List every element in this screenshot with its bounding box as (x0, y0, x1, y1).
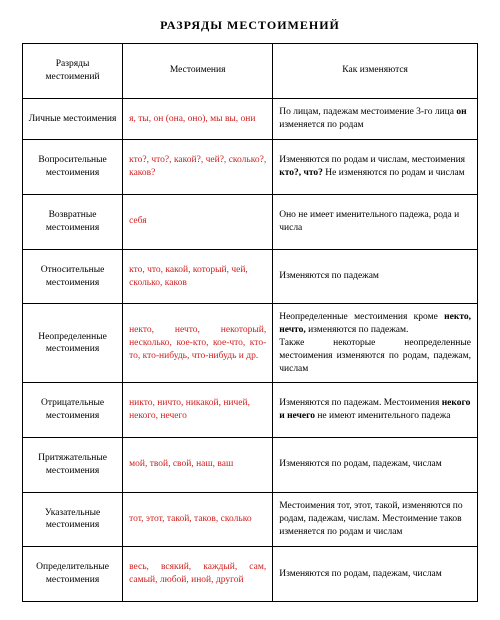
table-row: Вопросительные местоимениякто?, что?, ка… (23, 140, 478, 195)
pronouns-cell: кто?, что?, какой?, чей?, сколько?, како… (123, 140, 273, 195)
description-cell: По лицам, падежам местоимение 3-го лица … (273, 98, 478, 140)
pronouns-cell: себя (123, 195, 273, 250)
header-col1: Разряды местоимений (23, 44, 123, 99)
category-cell: Личные местоимения (23, 98, 123, 140)
header-col3: Как изменяются (273, 44, 478, 99)
table-row: Отрицательные местоименияникто, ничто, н… (23, 383, 478, 438)
category-cell: Неопределенные местоимения (23, 304, 123, 383)
pronoun-table: Разряды местоимений Местоимения Как изме… (22, 43, 478, 602)
table-row: Указательные местоимениятот, этот, такой… (23, 492, 478, 547)
header-col2: Местоимения (123, 44, 273, 99)
description-cell: Местоимения тот, этот, такой, изменяются… (273, 492, 478, 547)
description-cell: Неопределенные местоимения кроме некто, … (273, 304, 478, 383)
pronouns-cell: мой, твой, свой, наш, ваш (123, 438, 273, 493)
pronouns-cell: тот, этот, такой, таков, сколько (123, 492, 273, 547)
category-cell: Указательные местоимения (23, 492, 123, 547)
table-row: Личные местоименияя, ты, он (она, оно), … (23, 98, 478, 140)
category-cell: Вопросительные местоимения (23, 140, 123, 195)
table-row: Определительные местоимениявесь, всякий,… (23, 547, 478, 602)
description-cell: Изменяются по родам и числам, местоимени… (273, 140, 478, 195)
pronouns-cell: никто, ничто, никакой, ничей, некого, не… (123, 383, 273, 438)
category-cell: Определительные местоимения (23, 547, 123, 602)
pronouns-cell: некто, нечто, некоторый, несколько, кое-… (123, 304, 273, 383)
table-row: Возвратные местоимениясебяОно не имеет и… (23, 195, 478, 250)
pronouns-cell: весь, всякий, каждый, сам, самый, любой,… (123, 547, 273, 602)
category-cell: Возвратные местоимения (23, 195, 123, 250)
page-title: РАЗРЯДЫ МЕСТОИМЕНИЙ (22, 18, 478, 33)
table-body: Личные местоименияя, ты, он (она, оно), … (23, 98, 478, 601)
category-cell: Притяжательные местоимения (23, 438, 123, 493)
category-cell: Отрицательные местоимения (23, 383, 123, 438)
table-row: Неопределенные местоимениянекто, нечто, … (23, 304, 478, 383)
pronouns-cell: я, ты, он (она, оно), мы вы, они (123, 98, 273, 140)
description-cell: Изменяются по родам, падежам, числам (273, 438, 478, 493)
description-cell: Изменяются по падежам. Местоимения неког… (273, 383, 478, 438)
pronouns-cell: кто, что, какой, который, чей, сколько, … (123, 249, 273, 304)
table-row: Притяжательные местоимениямой, твой, сво… (23, 438, 478, 493)
table-row: Относительные местоимениякто, что, какой… (23, 249, 478, 304)
description-cell: Изменяются по родам, падежам, числам (273, 547, 478, 602)
description-cell: Оно не имеет именительного падежа, рода … (273, 195, 478, 250)
header-row: Разряды местоимений Местоимения Как изме… (23, 44, 478, 99)
description-cell: Изменяются по падежам (273, 249, 478, 304)
category-cell: Относительные местоимения (23, 249, 123, 304)
